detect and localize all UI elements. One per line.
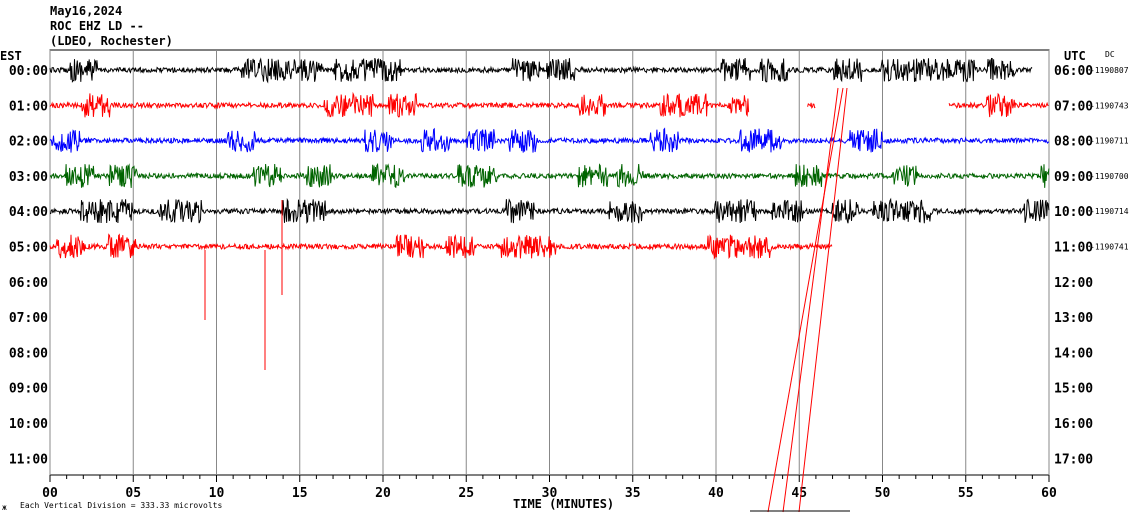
est-label: 03:00 — [9, 170, 48, 185]
est-label: 08:00 — [9, 346, 48, 361]
est-label: 05:00 — [9, 241, 48, 256]
utc-label: 06:00 — [1054, 64, 1093, 79]
footer-mark: ж — [2, 503, 7, 512]
x-tick-label: 25 — [458, 486, 474, 501]
est-label: 11:00 — [9, 452, 48, 467]
x-tick-label: 50 — [875, 486, 891, 501]
x-tick-label: 55 — [958, 486, 974, 501]
dc-title: DC — [1105, 50, 1115, 59]
est-label: 00:00 — [9, 64, 48, 79]
x-tick-label: 00 — [42, 486, 58, 501]
utc-label: 17:00 — [1054, 452, 1093, 467]
est-axis-title: EST — [0, 49, 22, 63]
artifact-line — [799, 88, 847, 512]
dc-value: -1190741 — [1090, 243, 1129, 252]
x-tick-label: 60 — [1041, 486, 1057, 501]
utc-label: 13:00 — [1054, 311, 1093, 326]
est-label: 07:00 — [9, 311, 48, 326]
artifact-line — [768, 88, 843, 512]
est-label: 01:00 — [9, 99, 48, 114]
est-label: 06:00 — [9, 276, 48, 291]
x-tick-label: 40 — [708, 486, 724, 501]
trace-row-1 — [949, 94, 1048, 117]
x-tick-label: 20 — [375, 486, 391, 501]
x-tick-label: 15 — [292, 486, 308, 501]
est-label: 02:00 — [9, 135, 48, 150]
utc-label: 08:00 — [1054, 135, 1093, 150]
utc-label: 07:00 — [1054, 99, 1093, 114]
dc-value: -1190700 — [1090, 172, 1129, 181]
trace-row-1 — [808, 103, 816, 108]
artifact-line — [783, 88, 838, 512]
utc-label: 11:00 — [1054, 241, 1093, 256]
utc-label: 09:00 — [1054, 170, 1093, 185]
trace-row-5 — [50, 235, 832, 259]
dc-value: -1190743 — [1090, 101, 1129, 110]
trace-row-0 — [50, 58, 1032, 82]
x-tick-label: 45 — [791, 486, 807, 501]
dc-value: -1190711 — [1090, 137, 1129, 146]
trace-row-1 — [50, 93, 749, 117]
est-label: 10:00 — [9, 417, 48, 432]
seismogram-plot: 00 05 10 15 20 25 30 35 40 45 50 55 60EST UTC DC00:000… — [0, 0, 1130, 519]
x-tick-label: 10 — [209, 486, 225, 501]
x-axis-label: TIME (MINUTES) — [513, 497, 614, 511]
dc-value: -1190807 — [1090, 66, 1129, 75]
est-label: 04:00 — [9, 205, 48, 220]
utc-label: 12:00 — [1054, 276, 1093, 291]
utc-label: 10:00 — [1054, 205, 1093, 220]
helicorder: May16,2024 ROC EHZ LD -- (LDEO, Rocheste… — [0, 0, 1130, 519]
x-tick-label: 05 — [125, 486, 141, 501]
utc-label: 14:00 — [1054, 346, 1093, 361]
utc-label: 16:00 — [1054, 417, 1093, 432]
utc-axis-title: UTC — [1064, 49, 1086, 63]
utc-label: 15:00 — [1054, 382, 1093, 397]
dc-value: -1190714 — [1090, 207, 1129, 216]
scale-note: Each Vertical Division = 333.33 microvol… — [20, 501, 222, 510]
x-tick-label: 35 — [625, 486, 641, 501]
est-label: 09:00 — [9, 382, 48, 397]
